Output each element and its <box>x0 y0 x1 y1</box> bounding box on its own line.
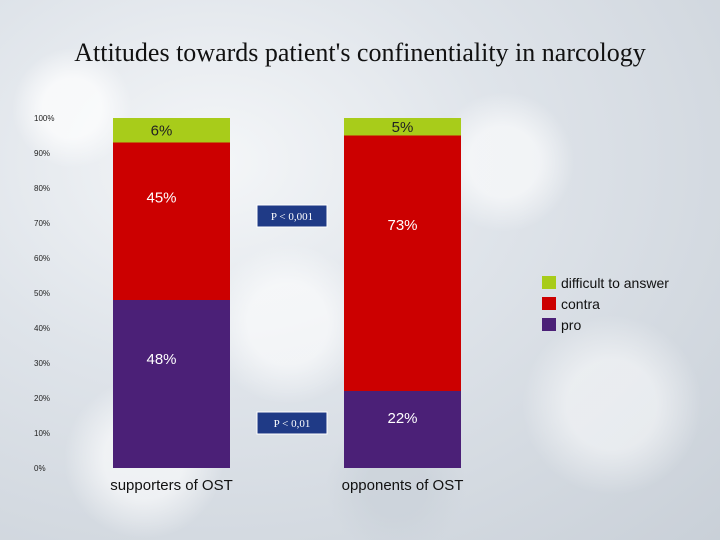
y-tick-label: 0% <box>34 464 46 473</box>
legend-swatch <box>542 297 556 310</box>
p-value-label: P < 0,01 <box>274 418 311 430</box>
y-tick-label: 80% <box>34 184 50 193</box>
p-value-box <box>256 411 328 435</box>
y-tick-label: 40% <box>34 324 50 333</box>
category-label: supporters of OST <box>110 477 233 494</box>
legend-swatch <box>542 276 556 289</box>
bar-segment-pro <box>113 300 230 468</box>
p-value-label: P < 0,001 <box>271 211 313 223</box>
legend-label: difficult to answer <box>561 275 669 291</box>
data-label: 48% <box>146 351 176 368</box>
category-label: opponents of OST <box>342 477 464 494</box>
chart-title: Attitudes towards patient's confinential… <box>74 38 646 67</box>
legend-label: contra <box>561 296 600 312</box>
y-tick-label: 60% <box>34 254 50 263</box>
data-label: 73% <box>387 217 417 234</box>
y-tick-label: 70% <box>34 219 50 228</box>
y-tick-label: 50% <box>34 289 50 298</box>
legend-label: pro <box>561 317 581 333</box>
legend-swatch <box>542 318 556 331</box>
p-value-box <box>256 204 328 228</box>
y-tick-label: 30% <box>34 359 50 368</box>
data-label: 45% <box>146 190 176 207</box>
bar-segment-contra <box>113 142 230 300</box>
data-label: 6% <box>151 122 173 139</box>
y-tick-label: 90% <box>34 149 50 158</box>
data-label: 5% <box>392 119 414 136</box>
data-label: 22% <box>387 410 417 427</box>
bar-segment-contra <box>344 135 461 391</box>
y-tick-label: 10% <box>34 429 50 438</box>
bar-segment-difficult-to-answer <box>344 118 461 136</box>
bar-segment-difficult-to-answer <box>113 118 230 143</box>
y-tick-label: 100% <box>34 114 54 123</box>
y-tick-label: 20% <box>34 394 50 403</box>
bar-segment-pro <box>344 391 461 468</box>
